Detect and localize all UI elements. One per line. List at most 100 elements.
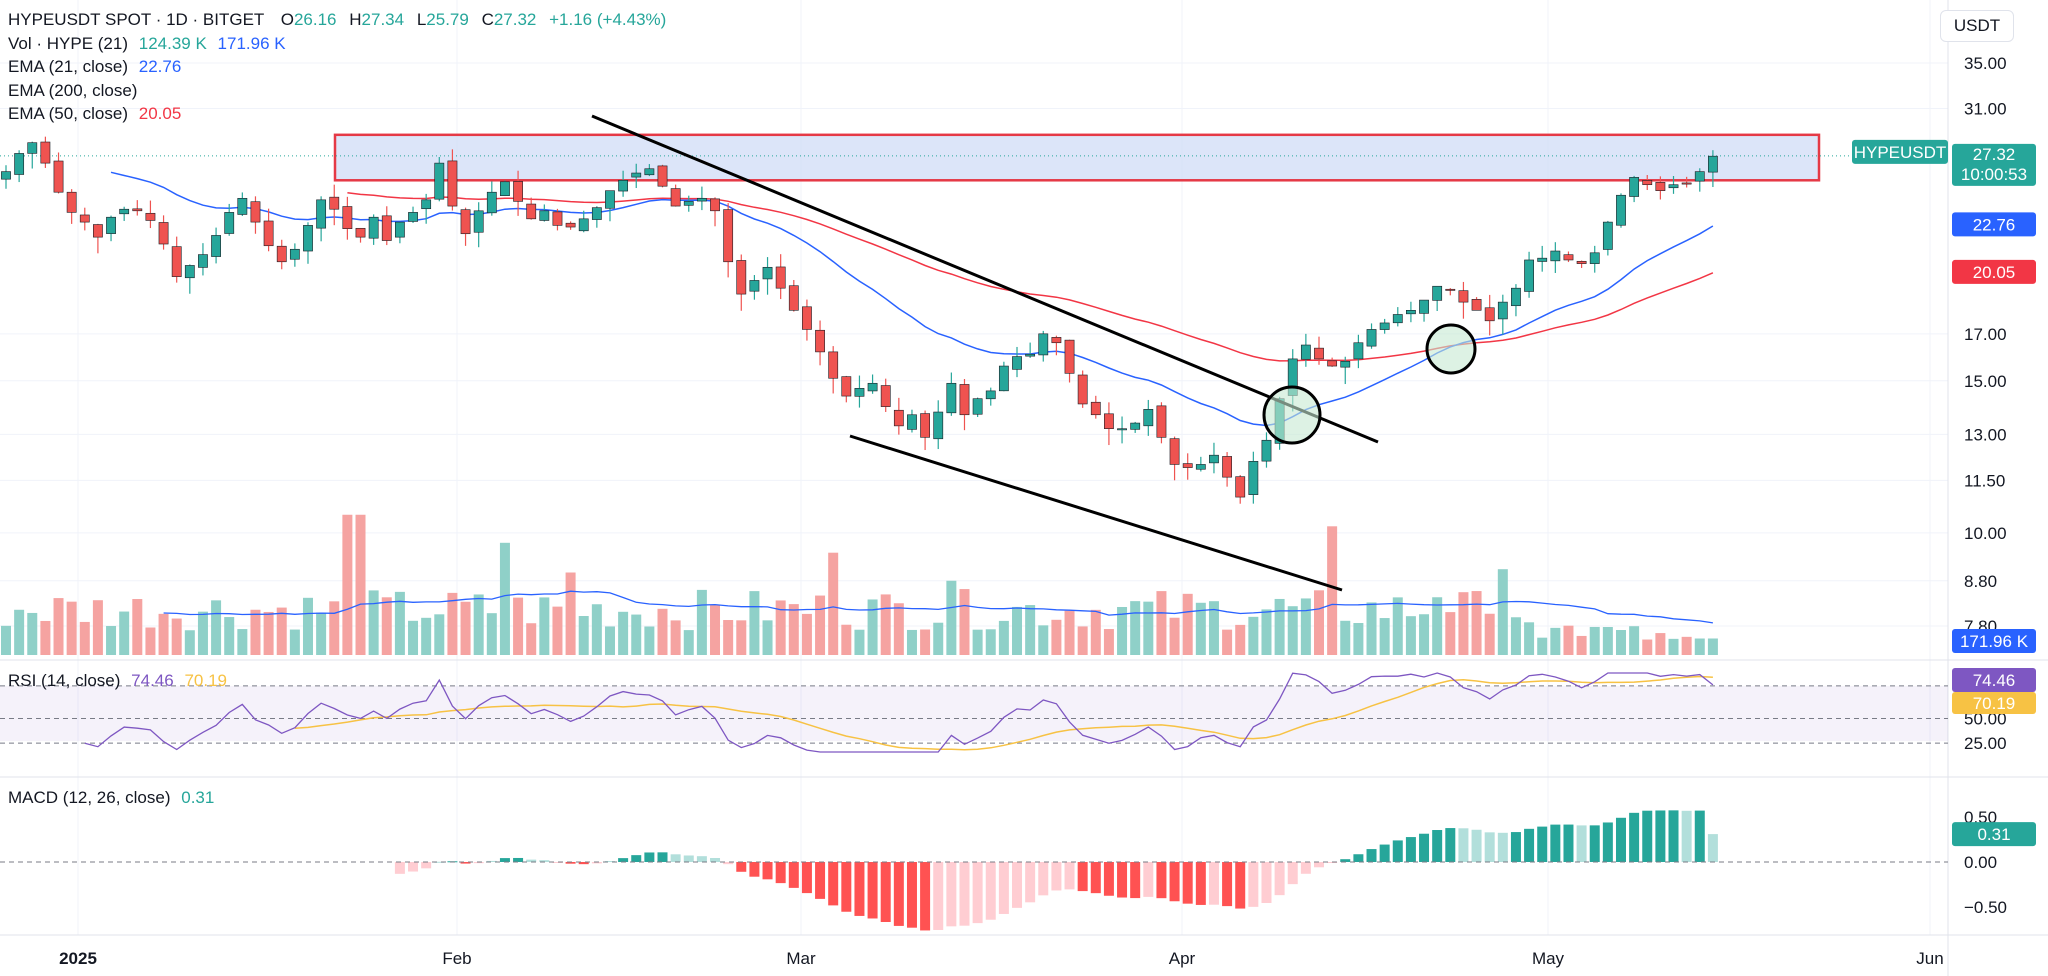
volume-bar — [184, 630, 195, 655]
macd-histogram-bar — [815, 862, 826, 899]
volume-bar — [959, 589, 970, 655]
volume-bar — [53, 598, 64, 655]
volume-bar — [145, 627, 156, 655]
ema-50-line — [347, 191, 1714, 362]
volume-bar — [381, 597, 392, 655]
candle-body — [263, 220, 274, 247]
candle-body — [1576, 260, 1587, 264]
volume-bar — [486, 613, 497, 655]
volume-bar — [644, 626, 655, 655]
macd-histogram-bar — [1432, 830, 1443, 862]
candle-body — [880, 385, 891, 407]
candle-body — [1182, 463, 1193, 468]
volume-bar — [1668, 638, 1679, 655]
volume-bar — [263, 611, 274, 655]
volume-bar — [329, 601, 340, 655]
volume-bar — [906, 629, 917, 655]
volume-bar — [421, 617, 432, 655]
candle-body — [605, 190, 615, 209]
candle-body — [1379, 322, 1390, 330]
candle-body — [381, 215, 392, 241]
macd-histogram-bar — [1655, 810, 1666, 862]
resistance-zone-box — [333, 133, 1821, 182]
ema21-legend[interactable]: EMA (21, close) 22.76 — [8, 57, 181, 77]
high-label: H — [349, 10, 362, 29]
candle-body — [1156, 405, 1167, 438]
volume-bar — [1642, 639, 1653, 655]
currency-button[interactable]: USDT — [1940, 10, 2014, 42]
volume-bar — [762, 620, 773, 655]
rsi-badge-bg — [1952, 668, 2036, 692]
volume-badge: 171.96 K — [1960, 632, 2029, 651]
volume-bar — [1484, 613, 1495, 655]
volume-bar — [1064, 610, 1075, 655]
candle-body — [66, 191, 77, 213]
candle-body — [696, 197, 707, 202]
volume-bar — [276, 607, 287, 655]
candle-body — [1195, 464, 1206, 470]
candle-body — [1602, 221, 1613, 250]
macd-histogram-bar — [1222, 862, 1233, 907]
volume-bar — [618, 611, 629, 655]
candle-body — [1563, 254, 1574, 261]
wedge-upper-line — [591, 114, 1379, 444]
rsi-ma-badge: 70.19 — [1973, 694, 2016, 713]
macd-histogram-bar — [408, 862, 419, 872]
volume-bar — [368, 590, 379, 655]
macd-histogram-bar — [1615, 817, 1626, 862]
ema50-legend[interactable]: EMA (50, close) 20.05 — [8, 104, 181, 124]
trendline-drawings — [591, 114, 1477, 592]
ema50-badge: 20.05 — [1973, 263, 2016, 282]
last-price-badge-bg — [1952, 143, 2036, 186]
candle-body — [1261, 439, 1272, 462]
macd-histogram-bar — [1287, 862, 1298, 885]
macd-histogram-bar — [1274, 862, 1285, 896]
volume-ma-line — [163, 590, 1713, 624]
candle-body — [1668, 184, 1679, 189]
candle-body — [1524, 259, 1534, 292]
macd-legend-value: 0.31 — [181, 788, 215, 807]
macd-histogram-bar — [946, 862, 957, 927]
macd-histogram-bar — [1707, 834, 1718, 862]
candle-body — [723, 209, 734, 263]
macd-histogram-bar — [1510, 832, 1521, 862]
volume-bar — [1432, 597, 1443, 655]
volume-bar — [657, 608, 668, 655]
macd-histogram-bar — [854, 862, 865, 916]
macd-histogram-bar — [1117, 862, 1128, 898]
volume-bar — [985, 629, 996, 655]
macd-histogram-bar — [657, 852, 668, 862]
candle-body — [1419, 299, 1429, 314]
macd-tick-label: −0.50 — [1964, 898, 2007, 917]
candle-body — [946, 382, 957, 414]
symbol-legend[interactable]: HYPEUSDT SPOT · 1D · BITGET O26.16 H27.3… — [8, 10, 666, 30]
candle-body — [802, 306, 812, 330]
macd-legend[interactable]: MACD (12, 26, close) 0.31 — [8, 788, 214, 808]
candle-body — [526, 203, 537, 220]
candle-body — [736, 260, 747, 295]
macd-histogram-bar — [434, 861, 445, 863]
macd-histogram-bar — [578, 862, 589, 865]
candle-body — [1406, 310, 1416, 315]
volume-bar — [1314, 590, 1324, 655]
macd-histogram-bar — [1668, 810, 1679, 862]
time-tick-label: May — [1532, 949, 1565, 968]
time-axis[interactable]: 2025 Feb Mar Apr May Jun — [59, 949, 1944, 968]
candle-body — [985, 390, 996, 400]
macd-histogram-bar — [1300, 862, 1311, 874]
volume-legend-label: Vol · HYPE (21) — [8, 34, 128, 53]
volume-legend[interactable]: Vol · HYPE (21) 124.39 K 171.96 K — [8, 34, 286, 54]
macd-histogram-bar — [1103, 862, 1114, 896]
candle-body — [1392, 314, 1403, 324]
candle-body — [53, 160, 64, 193]
candle-body — [1655, 182, 1666, 191]
rsi-legend[interactable]: RSI (14, close) 74.46 70.19 — [8, 671, 227, 691]
candle-body — [867, 382, 878, 392]
ema-cross-circle — [1425, 323, 1477, 375]
macd-histogram-bar — [552, 862, 563, 863]
candle-body — [184, 265, 195, 279]
ema200-legend[interactable]: EMA (200, close) — [8, 81, 137, 101]
volume-bar — [1327, 526, 1338, 655]
volume-bar — [1655, 633, 1666, 655]
